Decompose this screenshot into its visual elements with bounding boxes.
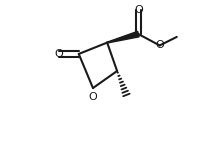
- Text: O: O: [155, 40, 164, 50]
- Polygon shape: [107, 31, 139, 43]
- Text: O: O: [134, 5, 143, 15]
- Text: O: O: [55, 49, 63, 59]
- Text: O: O: [89, 92, 97, 102]
